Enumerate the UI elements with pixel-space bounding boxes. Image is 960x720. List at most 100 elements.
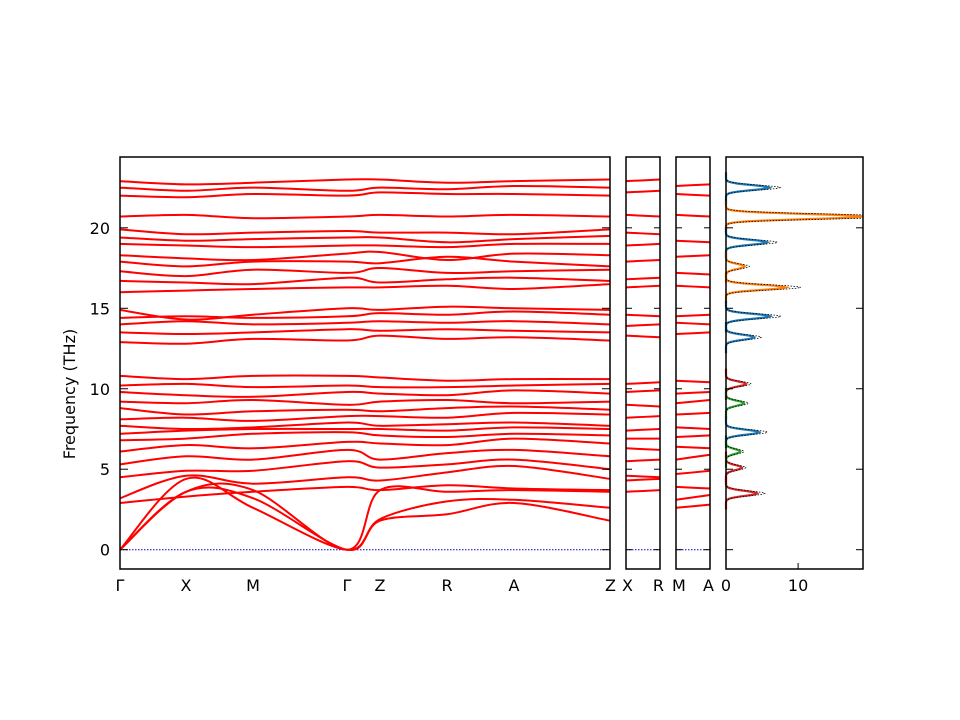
phonon-band [675,193,711,197]
phonon-band [625,474,661,479]
phonon-band [119,228,611,236]
phonon-band [119,398,611,406]
projected-dos-curve [724,251,747,283]
phonon-band [625,276,661,281]
k-point-label: A [703,576,714,595]
phonon-band [119,283,611,294]
band-panel-main [119,178,611,551]
phonon-band [625,189,661,194]
y-tick-label: 20 [90,219,110,238]
phonon-band [625,334,661,339]
k-point-label: Γ [343,576,352,595]
phonon-band [625,313,661,318]
y-tick-label: 5 [100,460,110,479]
panel-frame [625,156,661,570]
phonon-band [675,313,711,318]
phonon-band [119,276,611,286]
projected-dos-curve [724,477,760,510]
y-tick-label: 10 [90,380,110,399]
phonon-band [119,191,611,199]
projected-dos-curve [724,368,748,400]
phonon-band [119,476,611,551]
phonon-band [119,250,611,262]
phonon-band [119,320,611,326]
phonon-band [119,411,611,422]
phonon-band [119,234,611,244]
band-panel-m-a [675,183,711,551]
dos-x-tick-label: 10 [788,576,808,595]
projected-dos-curve [724,322,757,354]
projected-dos-curve [724,172,773,204]
k-point-label: Γ [116,576,125,595]
projected-dos-curve [724,416,762,449]
phonon-band [119,242,611,249]
k-point-label: X [181,576,192,595]
k-point-label: R [441,576,452,595]
phonon-band [119,178,611,186]
phonon-band [119,184,611,192]
phonon-band [625,242,661,247]
phonon-band [675,254,711,258]
phonon-band [675,426,711,430]
phonon-band [625,489,661,493]
phonon-band [625,284,661,289]
phonon-band [119,328,611,336]
phonon-band [675,503,711,509]
y-axis-label: Frequency (THz) [60,329,79,459]
panel-frame [675,156,711,570]
dos-panel [724,157,864,550]
k-point-label: A [509,576,520,595]
k-point-label: Z [605,576,616,595]
phonon-band [675,321,711,326]
phonon-band [119,482,611,551]
phonon-band [625,415,661,419]
band-panel-x-r [625,178,661,551]
phonon-band [119,213,611,220]
phonon-band [119,310,611,319]
phonon-band [675,379,711,384]
dos-frame [725,156,864,570]
phonon-band [625,213,661,218]
phonon-band [675,494,711,501]
phonon-band [119,437,611,453]
axis-ticks [120,227,863,569]
phonon-band [119,426,611,435]
phonon-band [625,178,661,183]
phonon-band [119,382,611,389]
phonon-band [675,434,711,438]
k-point-label: X [622,576,633,595]
phonon-band [625,231,661,236]
phonon-band [119,389,611,398]
phonon-band [675,239,711,244]
phonon-band [625,447,661,451]
phonon-band [625,458,661,463]
projected-dos-curve [724,201,863,233]
phonon-band [119,266,611,278]
phonon-band [625,389,661,393]
phonon-band [119,458,611,479]
phonon-band [119,484,611,504]
y-tick-label: 15 [90,299,110,318]
phonon-band [119,421,611,431]
phonon-band [675,331,711,335]
phonon-band [675,445,711,450]
phonon-band [625,477,661,482]
projected-dos-curve [724,227,771,259]
phonon-band [119,464,611,500]
projected-dos-curve [724,387,746,420]
phonon-band [675,411,711,416]
projected-dos-curve [724,301,774,333]
phonon-band [675,469,711,475]
phonon-band [625,259,661,263]
k-point-label: R [653,576,664,595]
phonon-band [625,323,661,327]
phonon-band [675,183,711,187]
phonon-band [119,405,611,416]
phonon-band [625,381,661,385]
k-point-label: M [672,576,686,595]
phonon-band [119,305,611,321]
phonon-band [119,374,611,382]
phonon-band [119,431,611,442]
phonon-band [625,428,661,432]
